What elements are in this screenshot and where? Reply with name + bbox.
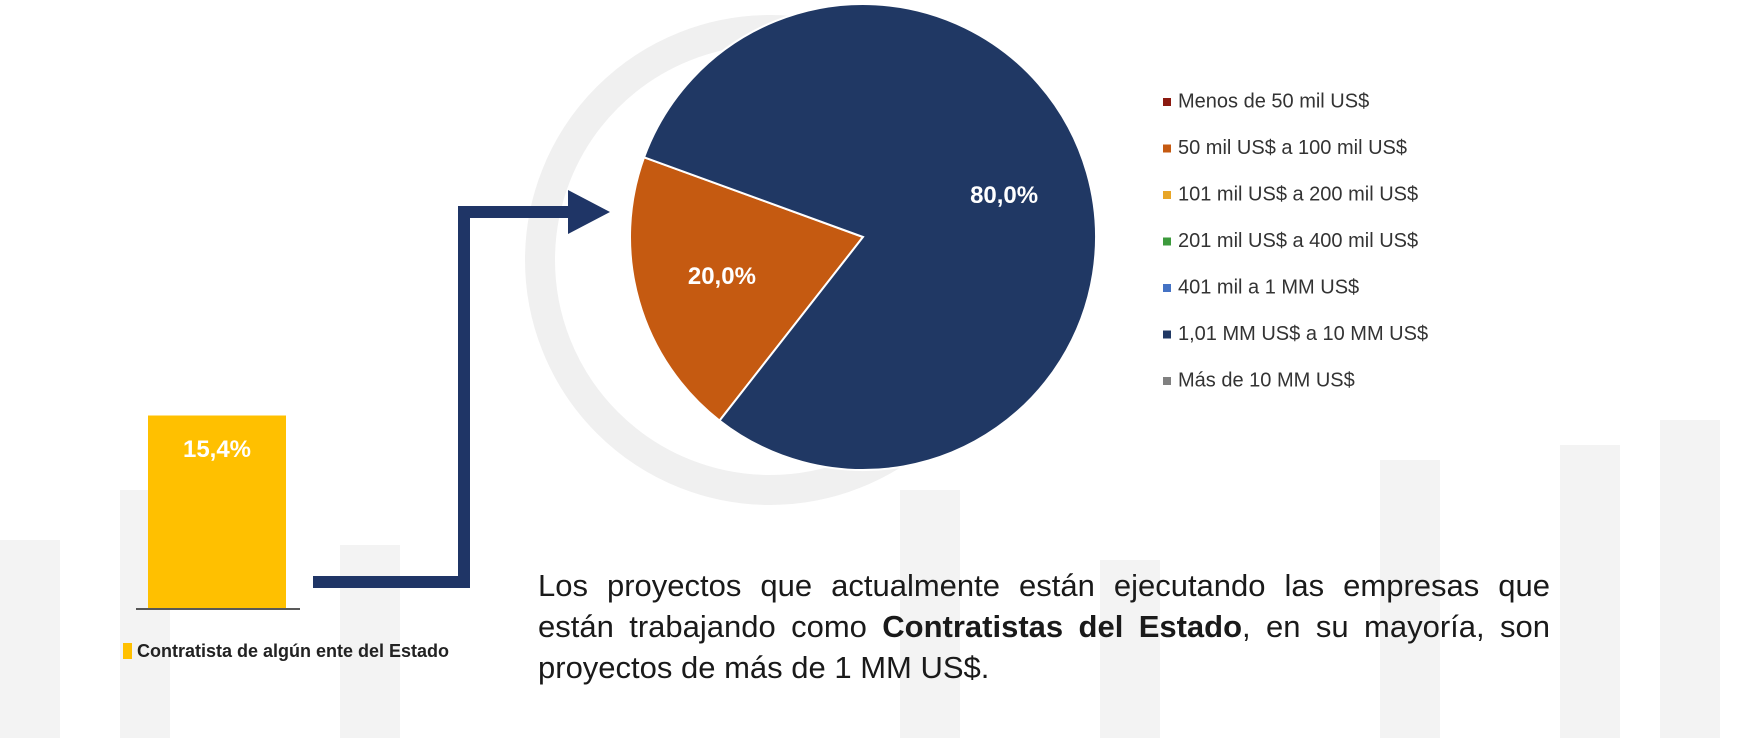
legend-swatch (1163, 284, 1171, 292)
text-part: , en su mayoría, son proyectos de más de… (538, 609, 1550, 685)
bar (148, 415, 286, 608)
legend-swatch (1163, 191, 1171, 199)
legend-label: 201 mil US$ a 400 mil US$ (1178, 230, 1418, 252)
summary-text: Los proyectos que actualmente están ejec… (538, 565, 1550, 688)
legend-swatch (1163, 98, 1171, 106)
legend-swatch (1163, 237, 1171, 246)
legend-label: Más de 10 MM US$ (1178, 369, 1355, 391)
legend-label: 1,01 MM US$ a 10 MM US$ (1178, 323, 1428, 345)
text-part: Los proyectos que actualmente están ejec… (538, 568, 1550, 644)
pie-slice (629, 156, 865, 423)
arrow-head (568, 190, 610, 234)
data-label: 20,0% (688, 263, 756, 290)
legend-swatch (1163, 330, 1171, 339)
text-bold: Contratistas del Estado (882, 609, 1243, 644)
legend-swatch (123, 643, 132, 659)
legend-swatch (1163, 144, 1171, 153)
legend-label: Contratista de algún ente del Estado (137, 641, 449, 661)
pie-slice (642, 3, 1097, 471)
legend-label: Menos de 50 mil US$ (1178, 90, 1369, 112)
legend-label: 401 mil a 1 MM US$ (1178, 276, 1359, 298)
legend-swatch (1163, 377, 1171, 385)
legend-label: 50 mil US$ a 100 mil US$ (1178, 137, 1407, 159)
arrow (313, 206, 572, 588)
data-label: 80,0% (970, 182, 1038, 209)
data-label: 15,4% (183, 436, 251, 463)
legend-label: 101 mil US$ a 200 mil US$ (1178, 183, 1418, 205)
